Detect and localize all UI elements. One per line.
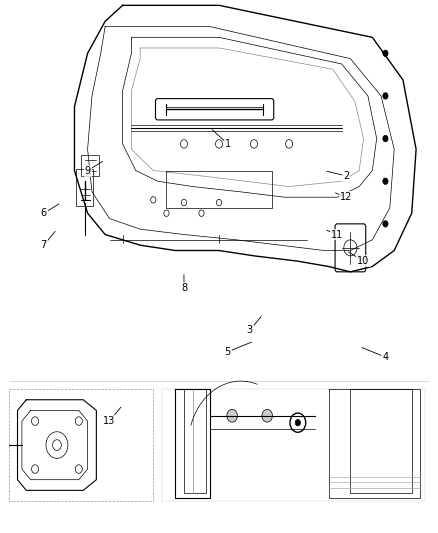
Text: 10: 10 [357,256,370,266]
Text: 7: 7 [41,240,47,250]
Circle shape [295,419,300,426]
Text: 13: 13 [103,416,116,426]
Text: 6: 6 [41,208,47,218]
Circle shape [383,50,388,56]
Circle shape [383,93,388,99]
Bar [81,155,99,176]
Circle shape [227,409,237,422]
Text: 11: 11 [331,230,343,239]
Circle shape [383,135,388,142]
Text: 9: 9 [85,166,91,175]
Circle shape [383,178,388,184]
Text: 12: 12 [340,192,352,202]
Text: 2: 2 [343,171,349,181]
Bar [9,389,153,501]
Circle shape [383,221,388,227]
Bar [162,389,425,501]
Text: 1: 1 [225,139,231,149]
Text: 8: 8 [181,283,187,293]
Text: 3: 3 [247,326,253,335]
Text: 5: 5 [225,347,231,357]
Circle shape [262,409,272,422]
Text: 4: 4 [382,352,389,362]
